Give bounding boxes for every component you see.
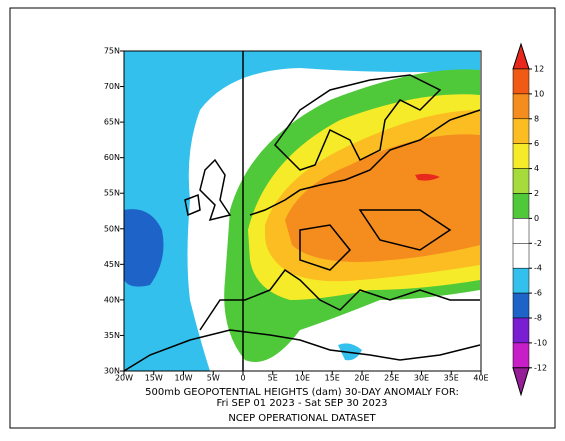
colorbar-segment (512, 218, 530, 244)
lat-label: 50N (104, 224, 120, 233)
lon-label: 5E (268, 374, 278, 383)
colorbar-segment (512, 93, 530, 120)
colorbar-label: -4 (534, 264, 542, 273)
colorbar-segment (512, 342, 530, 369)
lat-label: 55N (104, 189, 120, 198)
colorbar-label: -6 (534, 289, 542, 298)
lon-label: 25E (384, 374, 399, 383)
lon-label: 10W (174, 374, 192, 383)
lon-label: 20W (115, 374, 133, 383)
lat-label: 35N (104, 331, 120, 340)
colorbar-segment (512, 317, 530, 344)
lon-label: 15W (145, 374, 163, 383)
colorbar-label: 8 (534, 114, 539, 123)
lat-label: 75N (104, 47, 120, 56)
lon-label: 5W (207, 374, 220, 383)
colorbar-label: 6 (534, 139, 539, 148)
colorbar-label: 4 (534, 164, 539, 173)
lon-label: 30E (414, 374, 429, 383)
colorbar-label: 0 (534, 214, 539, 223)
lon-label: 40E (473, 374, 488, 383)
title-line: 500mb GEOPOTENTIAL HEIGHTS (dam) 30-DAY … (145, 387, 459, 398)
lat-label: 60N (104, 153, 120, 162)
colorbar-arrow (512, 367, 530, 397)
colorbar-label: 10 (534, 89, 544, 98)
anomaly-field (124, 51, 481, 371)
colorbar-label: -8 (534, 314, 542, 323)
lat-label: 30N (104, 367, 120, 376)
colorbar-segment (512, 267, 530, 294)
lon-label: 35E (444, 374, 459, 383)
colorbar-label: -10 (534, 338, 547, 347)
lat-label: 45N (104, 260, 120, 269)
colorbar-segment (512, 168, 530, 194)
colorbar-segment (512, 292, 530, 319)
lon-label: 15E (325, 374, 340, 383)
colorbar-segment (512, 118, 530, 144)
lat-label: 65N (104, 118, 120, 127)
colorbar-segment (512, 68, 530, 95)
colorbar-label: -12 (534, 363, 547, 372)
lon-label: 0 (240, 374, 245, 383)
colorbar-label: -2 (534, 239, 542, 248)
colorbar-segment (512, 193, 530, 219)
title-line: Fri SEP 01 2023 - Sat SEP 30 2023 (216, 398, 387, 409)
lon-label: 10E (295, 374, 310, 383)
colorbar-segment (512, 243, 530, 269)
lat-label: 40N (104, 295, 120, 304)
colorbar-segment (512, 143, 530, 169)
colorbar-label: 12 (534, 65, 544, 74)
lat-label: 70N (104, 82, 120, 91)
colorbar-label: 2 (534, 189, 539, 198)
lon-label: 20E (354, 374, 369, 383)
title-line: NCEP OPERATIONAL DATASET (228, 413, 376, 424)
